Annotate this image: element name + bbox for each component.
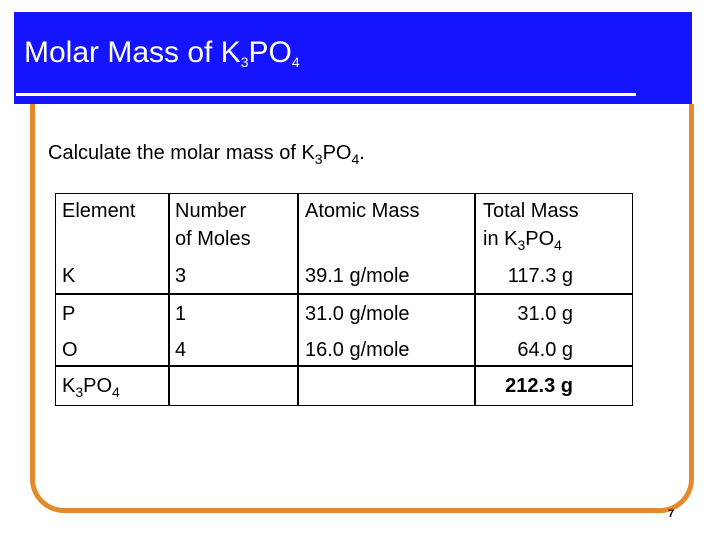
element-cell: K3PO4 [62, 372, 166, 400]
intro-text: Calculate the molar mass of K3PO4. [48, 142, 365, 167]
text-part: K [62, 375, 76, 397]
text-part: . [359, 142, 365, 164]
text-part: Calculate the molar mass of K [48, 142, 315, 164]
column-rule [168, 194, 170, 405]
subscript: 4 [112, 384, 120, 400]
column-header: Total Mass in K3PO4 [483, 197, 593, 253]
row-rule [56, 365, 632, 367]
text-part: PO [248, 36, 292, 69]
page-number: 7 [668, 508, 675, 520]
text-part: Total Mass in K [483, 200, 579, 250]
text-part: Atomic Mass [305, 200, 420, 222]
subscript: 3 [314, 151, 323, 167]
subscript: 4 [291, 54, 300, 70]
column-header: Number of Moles [175, 197, 265, 253]
column-rule [474, 194, 476, 405]
text-part: Number of Moles [175, 200, 251, 250]
text-part: PO [83, 375, 113, 397]
element-cell: O [62, 336, 166, 364]
text-part: PO [525, 228, 555, 250]
column-header: Element [62, 197, 166, 225]
column-rule [297, 194, 299, 405]
slide-title: Molar Mass of K3PO4 [24, 36, 300, 70]
atomic-mass-cell: 39.1 g/mole [305, 265, 410, 287]
total-cell: 31.0 g [517, 303, 573, 325]
total-cell: 64.0 g [517, 339, 573, 361]
subscript: 4 [554, 237, 562, 253]
atomic-mass-cell: 16.0 g/mole [305, 339, 410, 361]
header-band [14, 12, 692, 104]
text-part: Molar Mass of K [24, 36, 241, 69]
subscript: 3 [517, 237, 526, 253]
text-part: K [62, 265, 76, 287]
subscript: 4 [351, 151, 360, 167]
header-rule [16, 93, 636, 96]
element-cell: K [62, 262, 166, 290]
text-part: PO [322, 142, 352, 164]
moles-cell: 3 [175, 265, 187, 287]
frame [30, 104, 694, 513]
moles-cell: 1 [175, 303, 187, 325]
table: Element Number of Moles Atomic Mass Total M… [55, 193, 633, 406]
subscript: 3 [240, 54, 249, 70]
total-cell: 212.3 g [505, 375, 573, 397]
column-header: Atomic Mass [305, 197, 465, 225]
atomic-mass-cell: 31.0 g/mole [305, 303, 410, 325]
subscript: 3 [75, 384, 84, 400]
moles-cell: 4 [175, 339, 187, 361]
text-part: O [62, 339, 78, 361]
total-cell: 117.3 g [507, 265, 573, 287]
element-cell: P [62, 300, 166, 328]
text-part: P [62, 303, 76, 325]
text-part: Element [62, 200, 136, 222]
row-rule [56, 293, 632, 295]
